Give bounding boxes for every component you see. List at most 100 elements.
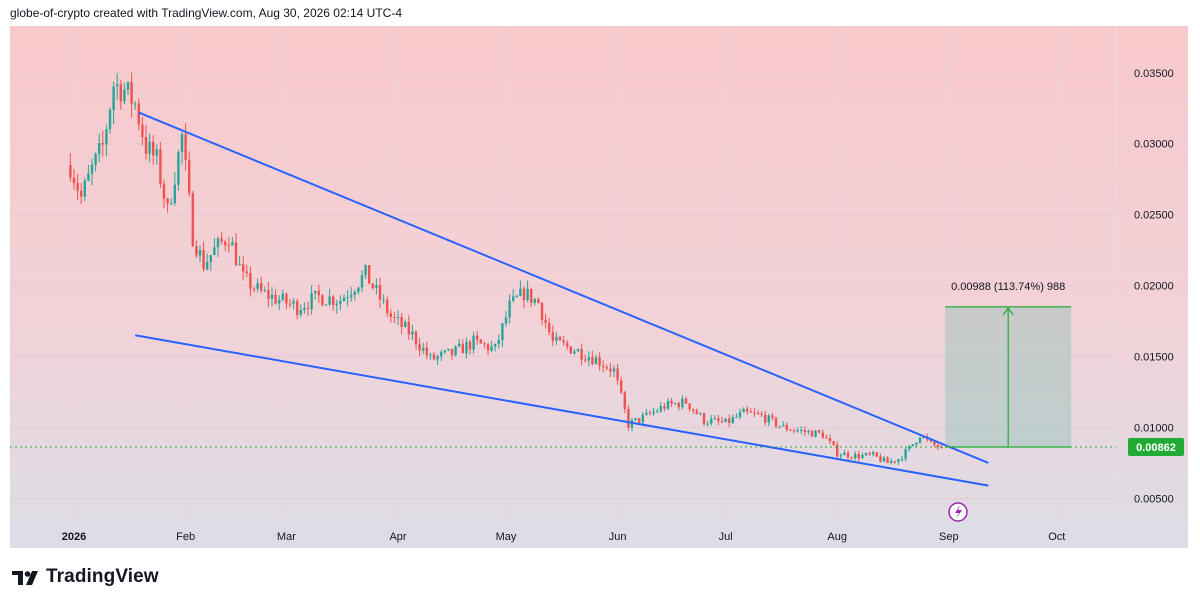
x-tick-label: 2026 [62,531,86,543]
candle-body [472,335,475,350]
tradingview-logo-text: TradingView [46,566,159,587]
candle-body [900,458,904,460]
candle-body [620,380,623,393]
candle-body [393,316,396,318]
candle-body [494,343,497,347]
candle-body [321,295,324,306]
candle-body [454,346,457,356]
candle-body [573,351,576,354]
time-axis: 2026 Feb Mar Apr May Jun Jul Aug Sep Oct [62,531,1066,543]
candle-body [918,437,922,443]
candle-body [728,418,731,423]
candle-body [821,432,824,438]
candle-body [335,303,338,306]
candle-body [209,255,212,263]
candle-body [130,82,133,104]
candle-body [623,392,626,410]
candle-body [231,242,234,246]
candle-body [720,421,724,423]
candle-body [288,303,292,305]
candle-body [515,296,518,298]
candle-body [429,354,432,356]
candle-body [767,415,770,423]
candle-body [220,238,223,242]
candle-body [652,411,655,414]
candle-body [418,344,421,351]
candle-body [486,344,490,351]
candle-body [360,275,364,288]
candle-body [404,321,407,327]
candle-body [587,357,590,361]
candle-body [123,89,126,102]
candle-body [72,177,76,184]
candle-body [324,304,328,306]
candle-body [389,313,392,317]
candle-body [756,412,760,414]
candle-body [908,446,911,450]
candle-body [760,413,763,415]
candle-body [443,350,446,353]
candle-body [681,398,684,408]
candle-body [490,346,493,351]
candle-body [407,321,410,335]
candle-body [206,262,209,270]
x-tick-label: Feb [176,531,195,543]
last-price-badge [1128,438,1184,457]
candle-body [771,415,774,418]
candle-body [108,109,112,130]
candle-body [450,348,454,356]
candle-body [609,368,612,372]
candle-body [184,134,187,161]
candle-body [656,411,659,413]
candle-body [688,403,691,410]
candle-body [868,453,871,455]
candle-body [764,414,767,423]
candle-body [310,293,313,310]
candle-body [533,299,536,303]
candle-body [90,164,94,174]
candle-body [864,453,868,455]
candle-body [119,84,122,102]
candle-body [440,352,443,357]
candle-body [915,442,918,445]
candle-body [735,416,738,418]
event-marker-icon[interactable] [948,502,968,522]
candle-body [137,103,140,125]
candle-body [263,290,266,292]
candle-body [818,430,821,433]
candle-body [555,336,558,341]
candle-body [886,457,889,464]
candle-body [695,410,698,414]
candle-body [328,296,331,305]
candle-body [710,418,713,424]
candle-body [98,143,101,154]
price-axis: 0.00500 0.01000 0.01500 0.02000 0.02500 0.030… [1134,68,1174,506]
candle-body [526,288,529,301]
candle-body [177,151,180,185]
candle-body [778,426,781,428]
candle-body [789,429,792,431]
candle-body [742,408,745,413]
grid-lines [10,26,1116,548]
candle-body [544,319,547,323]
candle-body [893,461,896,463]
candle-body [216,238,220,248]
candle-body [584,359,587,361]
candle-body [857,453,860,459]
candle-body [706,423,709,425]
candle-body [832,441,835,445]
candle-body [368,265,371,284]
candle-body [180,134,184,152]
candle-body [828,438,832,442]
candle-body [468,341,472,350]
y-tick-label: 0.02500 [1134,210,1174,222]
tradingview-logo-icon [12,571,38,585]
candle-body [882,457,886,462]
candle-body [422,347,425,351]
candle-body [825,437,828,439]
candle-body [396,316,400,318]
candle-body [872,452,875,455]
candle-body [551,332,554,341]
candle-body [202,250,205,270]
